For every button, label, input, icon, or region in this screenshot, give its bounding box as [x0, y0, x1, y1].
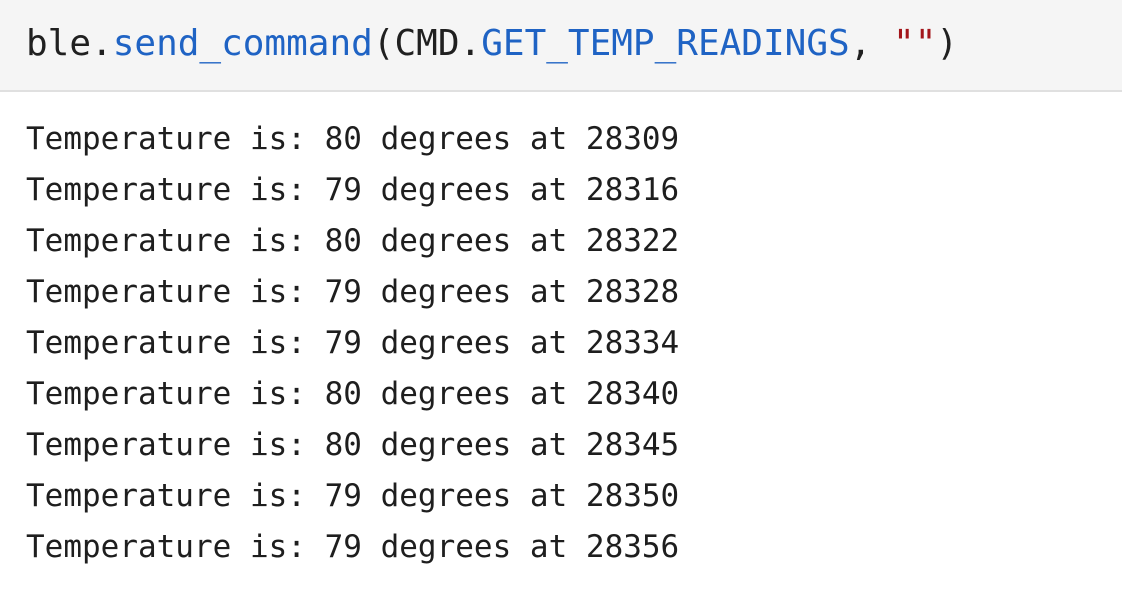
code-token-paren-open: ( [372, 23, 395, 64]
code-cell[interactable]: ble.send_command(CMD.GET_TEMP_READINGS, … [0, 0, 1122, 92]
code-token-constant: GET_TEMP_READINGS [481, 23, 850, 64]
output-line: Temperature is: 80 degrees at 28340 [26, 376, 680, 412]
output-line: Temperature is: 80 degrees at 28322 [26, 223, 680, 259]
code-token-paren-close: ) [936, 23, 959, 64]
output-line: Temperature is: 79 degrees at 28350 [26, 478, 680, 514]
code-token-comma: , [849, 23, 894, 64]
output-area: Temperature is: 80 degrees at 28309 Temp… [0, 92, 1122, 590]
code-line[interactable]: ble.send_command(CMD.GET_TEMP_READINGS, … [26, 18, 958, 70]
output-line: Temperature is: 79 degrees at 28328 [26, 274, 680, 310]
output-line: Temperature is: 79 degrees at 28356 [26, 529, 680, 565]
code-token-module: CMD [394, 23, 460, 64]
output-line: Temperature is: 80 degrees at 28345 [26, 427, 680, 463]
code-token-dot: . [459, 23, 482, 64]
output-line: Temperature is: 80 degrees at 28309 [26, 121, 680, 157]
output-line: Temperature is: 79 degrees at 28334 [26, 325, 680, 361]
code-token-dot: . [91, 23, 113, 64]
code-token-object: ble [26, 23, 92, 64]
output-list: Temperature is: 80 degrees at 28309 Temp… [26, 114, 679, 573]
code-token-method: send_command [112, 23, 373, 64]
output-line: Temperature is: 79 degrees at 28316 [26, 172, 680, 208]
code-token-string: "" [893, 23, 937, 64]
